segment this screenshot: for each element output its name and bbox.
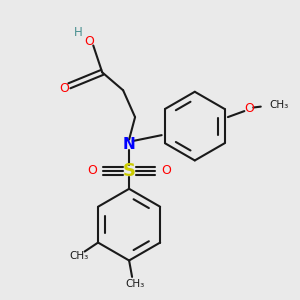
Text: O: O [59, 82, 69, 95]
Text: CH₃: CH₃ [69, 251, 88, 261]
Text: H: H [74, 26, 83, 38]
Text: CH₃: CH₃ [269, 100, 288, 110]
Text: CH₃: CH₃ [125, 279, 145, 290]
Text: S: S [123, 162, 136, 180]
Text: O: O [87, 164, 97, 177]
Text: O: O [84, 34, 94, 47]
Text: N: N [123, 136, 136, 152]
Text: O: O [161, 164, 171, 177]
Text: O: O [244, 102, 254, 115]
